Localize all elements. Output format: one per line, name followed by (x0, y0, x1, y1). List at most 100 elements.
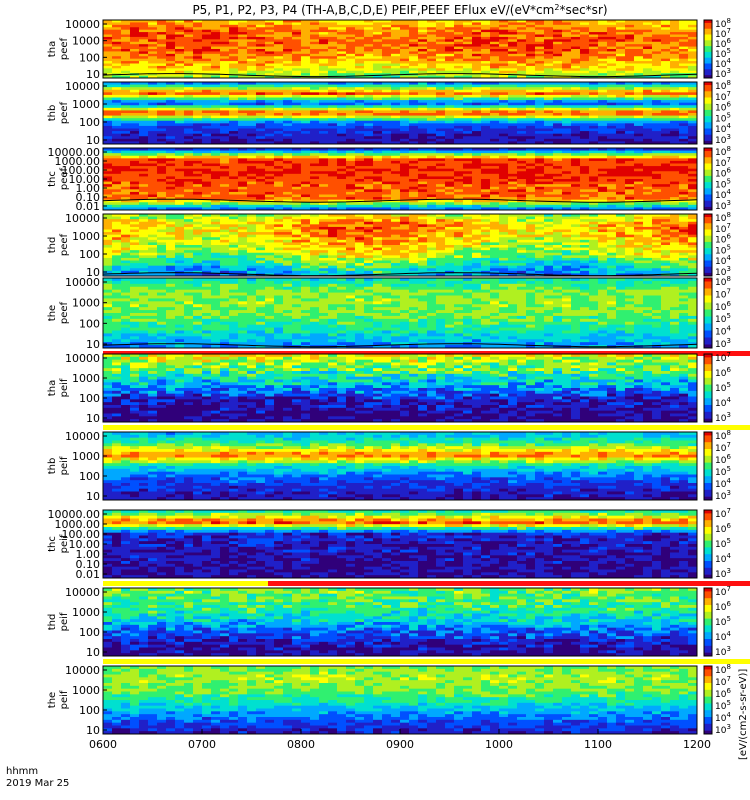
heat-cell (391, 189, 401, 193)
heat-cell (274, 34, 284, 38)
heat-cell (355, 27, 365, 31)
heat-cell (490, 181, 500, 185)
heat-cell (373, 197, 383, 201)
heat-cell (472, 44, 482, 47)
heat-cell (112, 226, 122, 230)
heat-cell (193, 82, 203, 85)
heat-cell (490, 61, 500, 64)
heat-cell (598, 107, 608, 111)
heat-cell (382, 207, 392, 211)
heat-cell (166, 63, 176, 67)
heat-cell (166, 207, 176, 211)
heat-cell (139, 82, 149, 85)
heat-cell (292, 118, 302, 122)
heat-cell (652, 58, 662, 62)
heat-cell (427, 22, 437, 26)
heat-cell (643, 158, 653, 162)
heat-cell (328, 191, 338, 195)
heat-cell (409, 49, 419, 52)
heat-cell (535, 27, 545, 31)
heat-cell (319, 186, 329, 190)
heat-cell (346, 160, 356, 164)
heat-cell (445, 153, 455, 157)
heat-cell (598, 46, 608, 50)
heat-cell (454, 73, 464, 76)
heat-cell (130, 102, 140, 106)
heat-cell (157, 110, 167, 114)
heat-cell (301, 131, 311, 135)
heat-cell (427, 150, 437, 154)
heat-cell (220, 56, 230, 60)
y-label-product: peef (59, 167, 70, 190)
heat-cell (193, 155, 203, 159)
heat-cell (616, 136, 626, 140)
heat-cell (418, 53, 428, 57)
heat-cell (193, 181, 203, 185)
heat-cell (139, 226, 149, 230)
heat-cell (436, 118, 446, 122)
heat-cell (247, 163, 257, 167)
heat-cell (139, 123, 149, 127)
heat-cell (274, 123, 284, 127)
overlay-line (102, 73, 698, 78)
heat-cell (418, 155, 428, 159)
heat-cell (571, 113, 581, 116)
heat-cell (616, 153, 626, 157)
heat-cell (292, 171, 302, 175)
heat-cell (607, 29, 617, 33)
heat-cell (634, 73, 644, 76)
heat-cell (256, 49, 266, 52)
heat-cell (346, 27, 356, 31)
heat-cell (472, 184, 482, 188)
heat-cell (211, 53, 221, 57)
heat-cell (373, 166, 383, 170)
heat-cell (607, 120, 617, 124)
heat-cell (112, 89, 122, 93)
heat-cell (121, 97, 131, 101)
heat-cell (553, 105, 563, 109)
heat-cell (598, 34, 608, 38)
heat-cell (589, 27, 599, 31)
heat-cell (589, 125, 599, 129)
heat-cell (337, 94, 347, 98)
heat-cell (625, 168, 635, 172)
heat-cell (211, 207, 221, 211)
heat-cell (544, 160, 554, 164)
heat-cell (490, 39, 500, 43)
heat-cell (292, 131, 302, 135)
heat-cell (139, 92, 149, 96)
heat-cell (535, 197, 545, 201)
heat-cell (337, 136, 347, 140)
heat-cell (346, 155, 356, 159)
heat-cell (499, 155, 509, 159)
heat-cell (310, 123, 320, 127)
heat-cell (517, 131, 527, 135)
heat-cell (148, 199, 158, 203)
heat-cell (481, 171, 491, 175)
heat-cell (391, 24, 401, 28)
colorbar-segment (704, 206, 712, 211)
heat-cell (184, 171, 194, 175)
heat-cell (679, 148, 689, 151)
heat-cell (103, 136, 113, 140)
heat-cell (418, 24, 428, 28)
heat-cell (337, 194, 347, 198)
heat-cell (337, 107, 347, 111)
heat-cell (499, 89, 509, 93)
heat-cell (355, 110, 365, 114)
heat-cell (121, 237, 131, 241)
heat-cell (688, 87, 698, 91)
heat-cell (598, 202, 608, 206)
heat-cell (571, 128, 581, 132)
heat-cell (301, 141, 311, 145)
heat-cell (319, 123, 329, 127)
heat-cell (157, 204, 167, 208)
heat-cell (202, 113, 212, 116)
heat-cell (337, 168, 347, 172)
heat-cell (175, 153, 185, 157)
heat-cell (661, 63, 671, 67)
heat-cell (643, 100, 653, 104)
heat-cell (661, 176, 671, 180)
heat-cell (310, 131, 320, 135)
heat-cell (382, 22, 392, 26)
